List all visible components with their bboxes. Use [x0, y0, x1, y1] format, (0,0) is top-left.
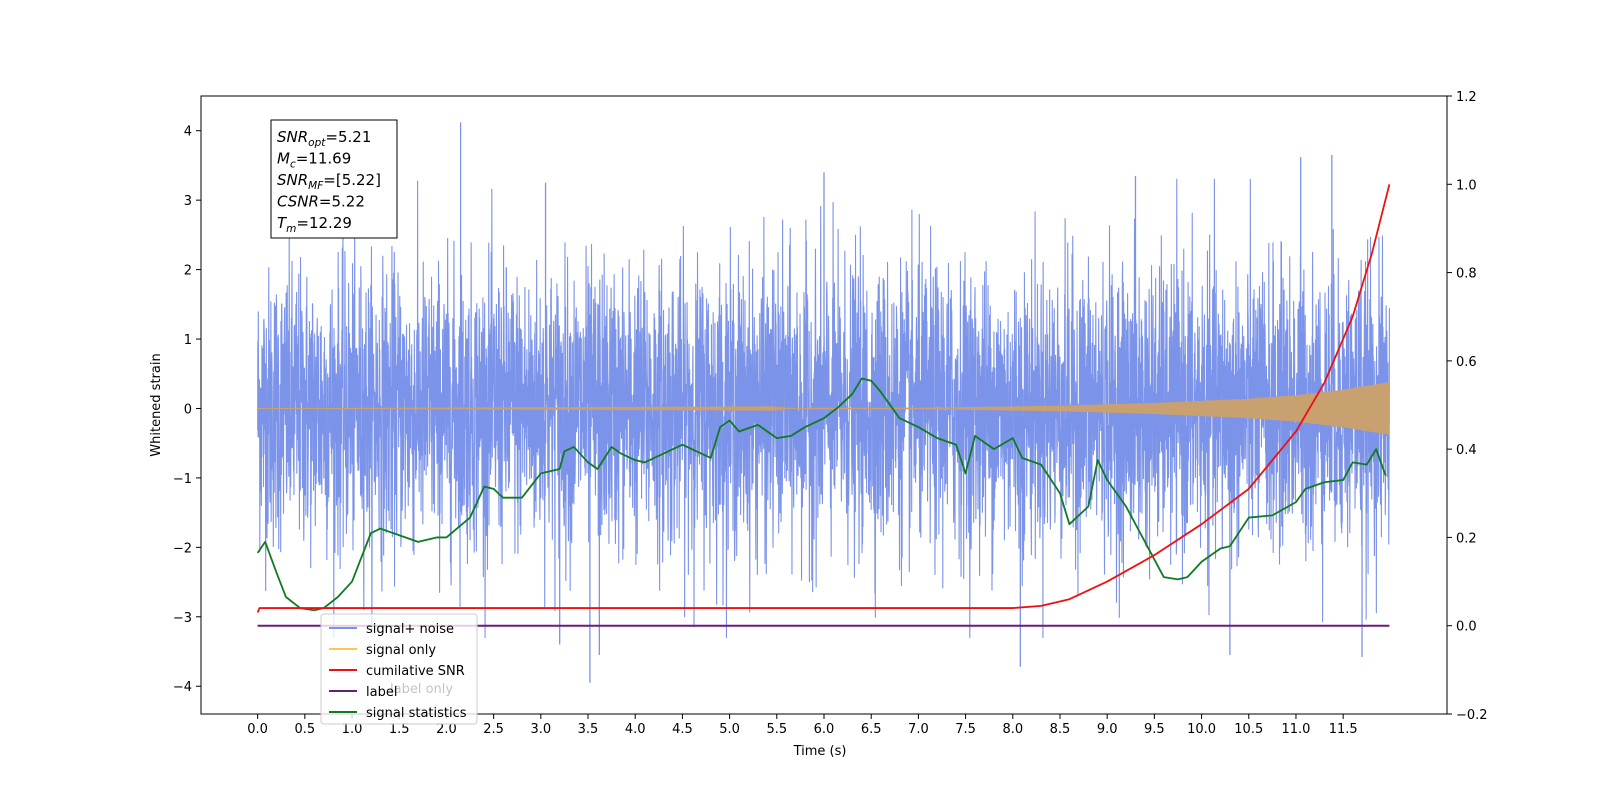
x-tick-label: 7.0 [908, 722, 929, 737]
legend: label only signal+ noise signal only cumila… [320, 613, 478, 725]
x-tick-label: 6.0 [814, 722, 835, 737]
info-value: =11.69 [296, 150, 352, 168]
series-signal-only-line [257, 382, 1390, 435]
x-tick-label: 4.0 [625, 722, 646, 737]
info-line: Tm=12.29 [277, 214, 352, 235]
y-axis-left: 4 3 2 1 0 −1 −2 −3 −4 [173, 125, 201, 695]
legend-frame [320, 613, 478, 725]
info-symbol: M [277, 150, 290, 168]
y2-tick-label: −0.2 [1456, 708, 1488, 723]
x-tick-label: 10.5 [1234, 722, 1263, 737]
y2-tick-label: 0.0 [1456, 620, 1477, 635]
y-tick-label: −4 [173, 680, 192, 695]
y-tick-label: 2 [184, 264, 192, 279]
info-symbol: SNR [277, 171, 308, 189]
x-tick-label: 11.5 [1329, 722, 1358, 737]
y-tick-label: 3 [184, 194, 192, 209]
x-tick-label: 3.5 [578, 722, 599, 737]
x-tick-label: 9.5 [1144, 722, 1165, 737]
x-axis-label: Time (s) [793, 744, 847, 759]
x-tick-label: 4.5 [672, 722, 693, 737]
y-tick-label: −3 [173, 611, 192, 626]
info-subscript: opt [308, 137, 326, 149]
y-tick-label: −2 [173, 541, 192, 556]
info-symbol: T [277, 214, 288, 232]
x-tick-label: 5.0 [719, 722, 740, 737]
info-value: =12.29 [296, 214, 352, 232]
info-line: Mc=11.69 [277, 150, 351, 171]
legend-entry: label [366, 685, 397, 700]
y-axis-label: Whitened strain [149, 353, 164, 456]
x-tick-label: 6.5 [861, 722, 882, 737]
y-tick-label: −1 [173, 472, 192, 487]
x-tick-label: 7.5 [955, 722, 976, 737]
x-tick-label: 1.0 [342, 722, 363, 737]
y-tick-label: 1 [184, 333, 192, 348]
series-cumulative-snr-line [256, 184, 1391, 613]
y2-tick-label: 1.2 [1456, 90, 1477, 105]
y-axis-right: 1.2 1.0 0.8 0.6 0.4 0.2 0.0 −0.2 [1447, 90, 1488, 723]
x-tick-label: 0.0 [247, 722, 268, 737]
y2-tick-label: 0.2 [1456, 531, 1477, 546]
info-symbol: CSNR [277, 193, 319, 211]
info-subscript: MF [308, 180, 324, 192]
x-tick-label: 11.0 [1281, 722, 1310, 737]
info-subscript: m [286, 223, 296, 235]
info-value: =5.21 [325, 128, 371, 146]
info-value: =[5.22] [323, 171, 381, 189]
x-tick-label: 1.5 [389, 722, 410, 737]
legend-entry: signal statistics [366, 706, 467, 721]
series-signal-statistics-line [256, 377, 1387, 612]
x-tick-label: 8.5 [1050, 722, 1071, 737]
legend-overlap-text: label only [390, 682, 453, 697]
x-tick-label: 2.0 [436, 722, 457, 737]
y-tick-label: 0 [184, 402, 192, 417]
info-value: =5.22 [319, 193, 365, 211]
info-subscript: c [290, 159, 296, 171]
legend-entry: cumilative SNR [366, 664, 465, 679]
info-box: SNRopt=5.21Mc=11.69SNRMF=[5.22]CSNR=5.22… [270, 119, 398, 239]
x-tick-label: 8.0 [1002, 722, 1023, 737]
x-tick-label: 2.5 [483, 722, 504, 737]
legend-entry: signal+ noise [366, 622, 454, 637]
info-box-frame [270, 119, 398, 239]
y2-tick-label: 1.0 [1456, 178, 1477, 193]
info-line: SNRopt=5.21 [277, 128, 371, 149]
x-tick-label: 9.0 [1097, 722, 1118, 737]
info-symbol: SNR [277, 128, 308, 146]
info-line: SNRMF=[5.22] [277, 171, 381, 192]
info-line: CSNR=5.22 [277, 193, 365, 211]
x-tick-label: 3.0 [530, 722, 551, 737]
x-tick-label: 10.0 [1187, 722, 1216, 737]
y2-tick-label: 0.6 [1456, 355, 1477, 370]
y2-tick-label: 0.4 [1456, 443, 1477, 458]
legend-entry: signal only [366, 643, 436, 658]
x-axis: 0.0 0.5 1.0 1.5 2.0 2.5 3.0 3.5 4.0 4.5 5.0 5.5 6.0 6… [247, 714, 1358, 737]
x-tick-label: 5.5 [766, 722, 787, 737]
y2-tick-label: 0.8 [1456, 267, 1477, 282]
y-tick-label: 4 [184, 125, 192, 140]
plot-area [256, 122, 1391, 683]
x-tick-label: 0.5 [294, 722, 315, 737]
